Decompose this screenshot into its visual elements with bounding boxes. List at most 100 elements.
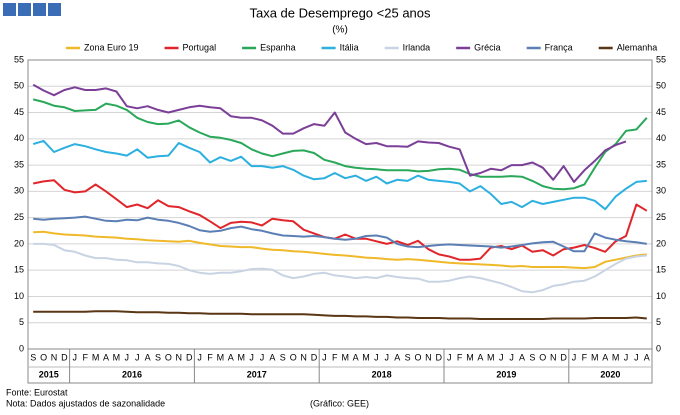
x-tick-label: J bbox=[447, 352, 452, 362]
x-tick-label: J bbox=[374, 352, 379, 362]
year-label: 2017 bbox=[247, 369, 267, 379]
series-line bbox=[33, 242, 647, 294]
x-tick-label: A bbox=[228, 352, 234, 362]
x-tick-label: M bbox=[487, 352, 495, 362]
y-tick-label: 30 bbox=[14, 186, 24, 196]
y2-tick-label: 10 bbox=[656, 291, 666, 301]
note: Nota: Dados ajustados de sazonalidade bbox=[6, 398, 165, 408]
x-tick-label: A bbox=[269, 352, 275, 362]
series-line bbox=[33, 310, 647, 320]
x-tick-label: N bbox=[550, 352, 557, 362]
y-tick-label: 15 bbox=[14, 265, 24, 275]
x-tick-label: O bbox=[414, 352, 421, 362]
x-tick-label: A bbox=[477, 352, 483, 362]
x-tick-label: M bbox=[362, 352, 370, 362]
x-tick-label: A bbox=[145, 352, 151, 362]
year-label: 2015 bbox=[39, 369, 59, 379]
x-tick-label: N bbox=[51, 352, 58, 362]
y2-tick-label: 55 bbox=[656, 54, 666, 64]
x-tick-label: S bbox=[405, 352, 411, 362]
year-label: 2019 bbox=[496, 369, 516, 379]
y2-tick-label: 35 bbox=[656, 159, 666, 169]
x-tick-label: D bbox=[186, 352, 193, 362]
y-tick-label: 45 bbox=[14, 107, 24, 117]
x-tick-label: J bbox=[260, 352, 265, 362]
x-tick-label: J bbox=[73, 352, 78, 362]
source: Fonte: Eurostat bbox=[6, 387, 68, 397]
x-tick-label: J bbox=[624, 352, 629, 362]
y-tick-label: 55 bbox=[14, 54, 24, 64]
x-tick-label: M bbox=[113, 352, 121, 362]
x-tick-label: J bbox=[249, 352, 254, 362]
x-tick-label: D bbox=[61, 352, 68, 362]
y2-tick-label: 15 bbox=[656, 265, 666, 275]
x-tick-label: J bbox=[322, 352, 327, 362]
y-tick-label: 25 bbox=[14, 212, 24, 222]
series-line bbox=[32, 98, 648, 191]
legend-label: Grécia bbox=[474, 42, 501, 52]
x-tick-label: D bbox=[560, 352, 567, 362]
y2-tick-label: 30 bbox=[656, 186, 666, 196]
x-tick-label: J bbox=[197, 352, 202, 362]
legend-label: Itália bbox=[340, 42, 359, 52]
x-tick-label: M bbox=[341, 352, 349, 362]
y2-tick-label: 50 bbox=[656, 81, 666, 91]
series-line bbox=[33, 215, 647, 253]
y2-tick-label: 25 bbox=[656, 212, 666, 222]
x-tick-label: N bbox=[300, 352, 307, 362]
x-tick-label: M bbox=[217, 352, 225, 362]
x-tick-label: A bbox=[519, 352, 525, 362]
x-tick-label: F bbox=[82, 352, 88, 362]
x-tick-label: J bbox=[572, 352, 577, 362]
y2-tick-label: 40 bbox=[656, 133, 666, 143]
x-tick-label: F bbox=[332, 352, 338, 362]
series-line bbox=[33, 230, 647, 270]
y-tick-label: 0 bbox=[19, 343, 24, 353]
x-tick-label: O bbox=[40, 352, 47, 362]
x-tick-label: O bbox=[290, 352, 297, 362]
x-tick-label: A bbox=[394, 352, 400, 362]
plot-frame bbox=[27, 59, 653, 350]
x-tick-label: S bbox=[280, 352, 286, 362]
legend-label: Irlanda bbox=[403, 42, 431, 52]
x-tick-label: S bbox=[155, 352, 161, 362]
y2-tick-label: 45 bbox=[656, 107, 666, 117]
x-axis-band bbox=[27, 348, 653, 384]
x-tick-label: J bbox=[385, 352, 390, 362]
x-tick-label: J bbox=[499, 352, 504, 362]
logo-square bbox=[48, 3, 61, 16]
chart-title: Taxa de Desemprego <25 anos bbox=[249, 5, 431, 20]
x-tick-label: M bbox=[237, 352, 245, 362]
x-tick-label: F bbox=[457, 352, 463, 362]
x-tick-label: J bbox=[509, 352, 514, 362]
x-tick-label: N bbox=[425, 352, 432, 362]
logo-square bbox=[3, 3, 16, 16]
y-tick-label: 5 bbox=[19, 317, 24, 327]
y-tick-label: 20 bbox=[14, 238, 24, 248]
x-tick-label: D bbox=[311, 352, 318, 362]
legend-label: Zona Euro 19 bbox=[84, 42, 139, 52]
y2-tick-label: 0 bbox=[656, 343, 661, 353]
x-tick-label: J bbox=[125, 352, 130, 362]
legend-label: França bbox=[545, 42, 573, 52]
x-tick-label: J bbox=[135, 352, 140, 362]
year-label: 2020 bbox=[600, 369, 620, 379]
x-tick-label: S bbox=[529, 352, 535, 362]
legend-label: Alemanha bbox=[617, 42, 658, 52]
credit: (Gráfico: GEE) bbox=[310, 398, 369, 408]
x-tick-label: D bbox=[436, 352, 443, 362]
x-tick-label: A bbox=[644, 352, 650, 362]
x-tick-label: S bbox=[30, 352, 36, 362]
year-label: 2016 bbox=[122, 369, 142, 379]
x-tick-label: F bbox=[207, 352, 213, 362]
y2-tick-label: 20 bbox=[656, 238, 666, 248]
x-tick-label: A bbox=[602, 352, 608, 362]
x-tick-label: O bbox=[539, 352, 546, 362]
x-tick-label: N bbox=[176, 352, 183, 362]
year-label: 2018 bbox=[372, 369, 392, 379]
x-tick-label: A bbox=[103, 352, 109, 362]
y-tick-label: 40 bbox=[14, 133, 24, 143]
x-tick-label: J bbox=[634, 352, 639, 362]
series-line bbox=[33, 179, 648, 261]
